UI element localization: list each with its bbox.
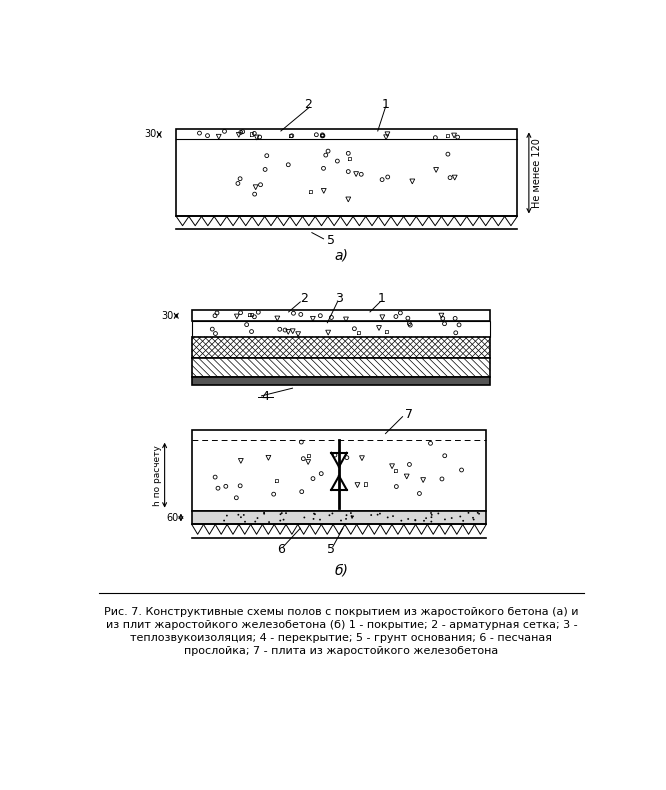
- Circle shape: [243, 514, 244, 516]
- Text: 4: 4: [262, 390, 269, 403]
- Text: 60: 60: [166, 513, 178, 522]
- Text: 1: 1: [378, 292, 386, 306]
- Circle shape: [377, 514, 378, 516]
- Circle shape: [473, 518, 475, 521]
- Circle shape: [392, 515, 394, 517]
- Bar: [192, 310, 490, 322]
- Circle shape: [478, 513, 480, 514]
- Circle shape: [451, 517, 453, 519]
- Bar: [176, 130, 517, 216]
- Circle shape: [379, 513, 381, 514]
- Circle shape: [414, 519, 416, 521]
- Circle shape: [460, 516, 461, 517]
- Circle shape: [279, 520, 281, 521]
- Bar: [192, 430, 486, 510]
- Circle shape: [430, 521, 432, 522]
- Circle shape: [477, 512, 479, 514]
- Circle shape: [468, 512, 470, 514]
- Circle shape: [430, 512, 432, 514]
- Bar: [192, 358, 490, 378]
- Circle shape: [387, 517, 389, 518]
- Circle shape: [240, 517, 242, 518]
- Text: б): б): [334, 563, 348, 577]
- Text: 7: 7: [405, 408, 413, 421]
- Circle shape: [285, 512, 287, 514]
- Circle shape: [304, 517, 305, 518]
- Text: 30: 30: [145, 130, 157, 140]
- Circle shape: [312, 518, 314, 520]
- Circle shape: [370, 514, 372, 516]
- Circle shape: [268, 521, 270, 523]
- Text: Рис. 7. Конструктивные схемы полов с покрытием из жаростойкого бетона (а) и: Рис. 7. Конструктивные схемы полов с пок…: [104, 607, 579, 617]
- Circle shape: [281, 512, 282, 514]
- Circle shape: [332, 513, 333, 514]
- Text: h по расчету: h по расчету: [153, 445, 163, 506]
- Circle shape: [282, 519, 284, 521]
- Text: прослойка; 7 - плита из жаростойкого железобетона: прослойка; 7 - плита из жаростойкого жел…: [184, 646, 498, 656]
- Circle shape: [423, 520, 425, 521]
- Bar: [192, 378, 490, 385]
- Circle shape: [345, 518, 347, 520]
- Circle shape: [438, 513, 440, 514]
- Circle shape: [319, 519, 321, 521]
- Circle shape: [407, 518, 409, 520]
- Text: 1: 1: [382, 97, 390, 111]
- Circle shape: [400, 520, 402, 521]
- Circle shape: [314, 514, 316, 515]
- Circle shape: [237, 514, 239, 516]
- Circle shape: [328, 514, 330, 516]
- Circle shape: [263, 513, 265, 514]
- Text: Не менее 120: Не менее 120: [532, 138, 542, 208]
- Text: 6: 6: [277, 543, 285, 555]
- Circle shape: [472, 517, 474, 519]
- Circle shape: [430, 517, 432, 518]
- Text: из плит жаростойкого железобетона (б) 1 - покрытие; 2 - арматурная сетка; 3 -: из плит жаростойкого железобетона (б) 1 …: [105, 620, 577, 630]
- Circle shape: [263, 512, 265, 514]
- Circle shape: [352, 515, 354, 517]
- Circle shape: [254, 521, 256, 522]
- Circle shape: [444, 518, 446, 521]
- Text: 2: 2: [300, 292, 308, 306]
- Text: 2: 2: [304, 97, 312, 111]
- Text: а): а): [334, 249, 348, 263]
- Text: 5: 5: [327, 234, 335, 246]
- Text: 3: 3: [335, 292, 343, 306]
- Circle shape: [462, 520, 464, 521]
- Circle shape: [346, 514, 348, 516]
- Circle shape: [280, 514, 282, 515]
- Circle shape: [340, 520, 342, 521]
- Text: теплозвукоизоляция; 4 - перекрытие; 5 - грунт основания; 6 - песчаная: теплозвукоизоляция; 4 - перекрытие; 5 - …: [131, 633, 552, 643]
- Circle shape: [226, 514, 228, 517]
- Circle shape: [431, 514, 433, 516]
- Circle shape: [244, 521, 246, 523]
- Circle shape: [351, 517, 353, 518]
- Bar: [192, 322, 490, 337]
- Bar: [192, 337, 490, 358]
- Circle shape: [313, 513, 315, 514]
- Circle shape: [350, 515, 352, 517]
- Circle shape: [223, 520, 225, 521]
- Circle shape: [256, 517, 258, 519]
- Circle shape: [425, 517, 427, 519]
- Text: 5: 5: [327, 543, 335, 555]
- Bar: [192, 510, 486, 525]
- Text: 30: 30: [162, 310, 174, 321]
- Circle shape: [350, 512, 352, 514]
- Circle shape: [414, 519, 416, 521]
